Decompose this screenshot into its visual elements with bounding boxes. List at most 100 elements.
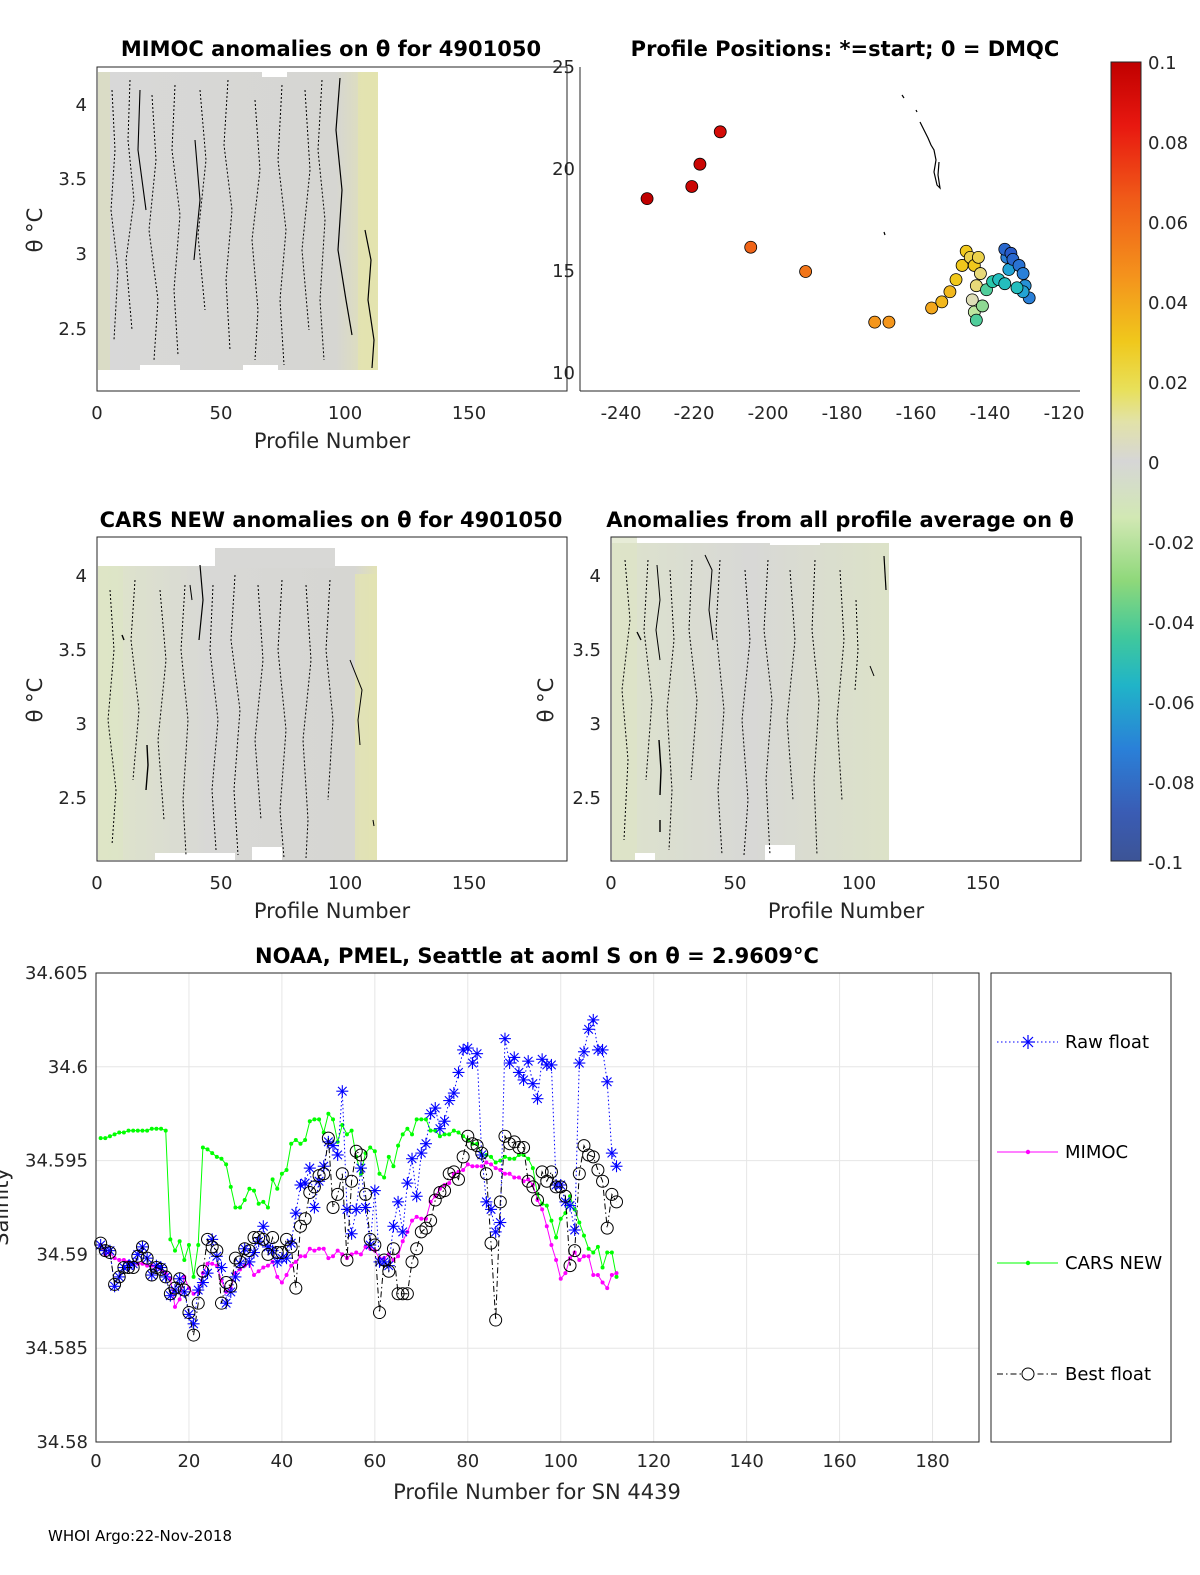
salinity-xtick: 180 bbox=[915, 1451, 949, 1472]
best-float-marker bbox=[372, 1306, 386, 1320]
mimoc-marker bbox=[516, 1175, 521, 1180]
best-float-marker bbox=[489, 1313, 503, 1327]
best-float-marker bbox=[368, 1238, 382, 1252]
cars-marker bbox=[391, 1164, 396, 1169]
cars-marker bbox=[586, 1246, 591, 1251]
cars-marker bbox=[489, 1154, 494, 1159]
best-float-marker bbox=[517, 1140, 531, 1154]
best-float-marker bbox=[275, 1246, 289, 1260]
raw-float-marker bbox=[568, 1224, 581, 1237]
cars-marker bbox=[303, 1137, 308, 1142]
colorbar-label: 0.04 bbox=[1148, 293, 1188, 314]
cars-marker bbox=[98, 1136, 103, 1141]
cars-ytick: 4 bbox=[76, 566, 87, 587]
salinity-ytick: 34.59 bbox=[36, 1244, 88, 1265]
profile-position-point bbox=[744, 240, 758, 254]
cars-marker bbox=[386, 1154, 391, 1159]
raw-float-marker bbox=[577, 1045, 590, 1058]
avg-ylabel: θ °C bbox=[534, 678, 558, 723]
salinity-xtick: 60 bbox=[363, 1451, 386, 1472]
cars-marker bbox=[595, 1244, 600, 1249]
cars-marker bbox=[396, 1143, 401, 1148]
salinity-ytick: 34.6 bbox=[48, 1057, 88, 1078]
best-float-marker bbox=[498, 1129, 512, 1143]
profile-position-point bbox=[640, 192, 654, 206]
mimoc-marker bbox=[475, 1164, 480, 1169]
colorbar-label: 0.06 bbox=[1148, 213, 1188, 234]
profile-position-point bbox=[965, 293, 979, 307]
profile-position-point bbox=[925, 301, 939, 315]
cars-marker bbox=[289, 1141, 294, 1146]
mimoc-xtick: 100 bbox=[328, 403, 362, 424]
cars-marker bbox=[410, 1132, 415, 1137]
avg-xtick: 50 bbox=[724, 873, 747, 894]
avg-title: Anomalies from all profile average on θ bbox=[606, 508, 1074, 532]
mimoc-marker bbox=[614, 1271, 619, 1276]
raw-float-marker bbox=[457, 1043, 470, 1056]
cars-marker bbox=[544, 1203, 549, 1208]
best-float-marker bbox=[526, 1180, 540, 1194]
cars-marker bbox=[149, 1126, 154, 1131]
mimoc-marker bbox=[335, 1248, 340, 1253]
legend-label: CARS NEW bbox=[1065, 1253, 1162, 1274]
raw-float-marker bbox=[531, 1092, 544, 1105]
best-float-marker bbox=[201, 1232, 215, 1246]
raw-float-marker bbox=[582, 1023, 595, 1036]
map-xtick: -140 bbox=[970, 403, 1011, 424]
cars-marker bbox=[600, 1265, 605, 1270]
cars-marker bbox=[298, 1141, 303, 1146]
salinity-xtick: 80 bbox=[456, 1451, 479, 1472]
raw-float-marker bbox=[196, 1276, 209, 1289]
map-panel: Profile Positions: *=start; 0 = DMQC -24… bbox=[552, 37, 1084, 424]
raw-float-marker bbox=[406, 1152, 419, 1165]
cars-marker bbox=[224, 1162, 229, 1167]
best-float-marker bbox=[280, 1232, 294, 1246]
raw-float-marker bbox=[587, 1013, 600, 1026]
cars-marker bbox=[284, 1167, 289, 1172]
best-float-marker bbox=[182, 1306, 196, 1320]
mimoc-xtick: 50 bbox=[210, 403, 233, 424]
cars-marker bbox=[530, 1166, 535, 1171]
salinity-grid bbox=[95, 972, 979, 1443]
raw-float-marker bbox=[494, 1216, 507, 1229]
cars-marker bbox=[609, 1250, 614, 1255]
mimoc-marker bbox=[419, 1216, 424, 1221]
best-float-marker bbox=[117, 1261, 131, 1275]
mimoc-marker bbox=[284, 1273, 289, 1278]
best-float-marker bbox=[326, 1201, 340, 1214]
best-float-marker bbox=[173, 1272, 187, 1286]
best-float-marker bbox=[410, 1242, 424, 1256]
best-float-marker bbox=[191, 1296, 205, 1310]
mimoc-marker bbox=[577, 1258, 582, 1263]
raw-float-marker bbox=[392, 1195, 405, 1208]
mimoc-marker bbox=[145, 1263, 150, 1268]
cars-marker bbox=[456, 1130, 461, 1135]
cars-xtick: 50 bbox=[210, 873, 233, 894]
cars-xtick: 0 bbox=[91, 873, 102, 894]
mimoc-marker bbox=[354, 1250, 359, 1255]
salinity-axes bbox=[95, 972, 980, 1443]
raw-float-marker bbox=[336, 1085, 349, 1098]
cars-marker bbox=[307, 1119, 312, 1124]
raw-float-marker bbox=[419, 1137, 432, 1150]
profile-position-point bbox=[882, 315, 896, 329]
best-float-marker bbox=[438, 1184, 452, 1198]
mimoc-marker bbox=[591, 1273, 596, 1278]
mimoc-contours bbox=[110, 77, 375, 369]
best-float-marker bbox=[456, 1150, 470, 1164]
salinity-xtick: 100 bbox=[544, 1451, 578, 1472]
raw-float-marker bbox=[359, 1201, 372, 1214]
cars-marker bbox=[252, 1188, 257, 1193]
cars-marker bbox=[154, 1126, 159, 1131]
raw-float-marker bbox=[536, 1053, 549, 1066]
map-ytick: 15 bbox=[552, 261, 575, 282]
legend-item-mimoc: MIMOC bbox=[997, 1142, 1128, 1163]
cars-title: CARS NEW anomalies on θ for 4901050 bbox=[100, 508, 563, 532]
best-float-marker bbox=[224, 1279, 238, 1293]
cars-marker bbox=[275, 1186, 280, 1191]
best-float-marker bbox=[126, 1261, 140, 1275]
mimoc-marker bbox=[549, 1243, 554, 1248]
raw-float-marker bbox=[271, 1255, 284, 1268]
best-float-marker bbox=[447, 1165, 461, 1179]
map-coastline bbox=[883, 94, 941, 236]
